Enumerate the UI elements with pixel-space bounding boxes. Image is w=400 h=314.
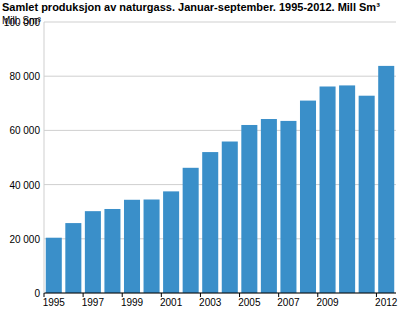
bar [339,85,355,293]
bar [241,125,257,293]
bar [359,96,375,293]
y-tick-label: 60 000 [9,125,40,136]
grid-line [44,76,396,77]
bar [261,119,277,293]
title: Samlet produksjon av naturgass. Januar-s… [2,1,380,13]
bar [85,211,101,293]
bar [65,223,81,293]
x-tick-label: 2007 [277,297,300,308]
bar [222,142,238,293]
x-tick-label: 2003 [199,297,222,308]
grid-line [44,22,396,23]
x-tick-label: 1995 [43,297,66,308]
bar [280,121,296,293]
y-tick-label: 80 000 [9,71,40,82]
bar [300,101,316,293]
y-tick-label: 100 000 [4,17,41,28]
y-tick-label: 0 [34,288,40,299]
bars [46,66,394,293]
bar [124,200,140,293]
y-tick-label: 20 000 [9,234,40,245]
y-tick-label: 40 000 [9,180,40,191]
x-tick-label: 2005 [238,297,261,308]
x-tick-label: 1999 [121,297,144,308]
x-axis [44,293,396,294]
bar [183,168,199,293]
bar [104,209,120,293]
x-tick-label: 1997 [82,297,105,308]
x-tick-label: 2001 [160,297,183,308]
x-tick-label: 2012 [375,297,398,308]
bar [378,66,394,293]
bar [163,191,179,293]
y-axis [44,22,45,293]
bar [202,152,218,293]
bar [46,238,62,293]
bar [144,200,160,293]
chart: Samlet produksjon av naturgass. Januar-s… [0,0,400,314]
x-tick-label: 2009 [316,297,339,308]
bar [320,86,336,293]
grid-line [44,293,396,294]
